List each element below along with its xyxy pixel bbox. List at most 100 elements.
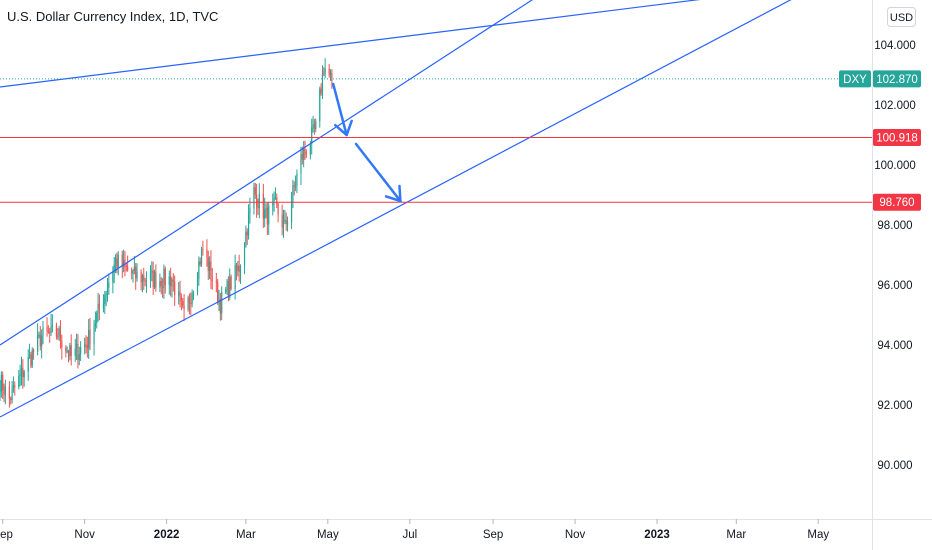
candle-body xyxy=(309,143,311,155)
candle-body xyxy=(132,270,134,274)
candle-body xyxy=(183,305,185,310)
candle-body xyxy=(254,187,256,195)
trendline-drawings[interactable] xyxy=(0,0,872,418)
candle xyxy=(315,118,317,133)
candle-body xyxy=(253,187,255,209)
y-tick-label: 94.000 xyxy=(877,340,912,352)
candle xyxy=(46,317,48,337)
candle-body xyxy=(65,347,67,352)
candle-body xyxy=(31,349,33,366)
candle-body xyxy=(301,154,303,160)
trendline-channel-upper[interactable] xyxy=(0,0,872,346)
candle-body xyxy=(273,197,275,202)
candle-body xyxy=(151,270,153,273)
candle xyxy=(238,254,240,282)
arrow-drawings[interactable] xyxy=(331,82,402,203)
candle-body xyxy=(32,349,35,352)
candle xyxy=(277,202,279,223)
candle xyxy=(22,359,24,389)
candle-body xyxy=(272,201,274,206)
candle xyxy=(249,197,251,224)
candle-body xyxy=(18,376,20,388)
y-tick-label: 92.000 xyxy=(877,400,912,412)
candle xyxy=(88,318,90,359)
candle xyxy=(67,349,70,363)
trendline-channel-lower[interactable] xyxy=(0,0,872,418)
trendline-top-line[interactable] xyxy=(0,0,872,88)
candle-body xyxy=(160,280,162,287)
candle xyxy=(14,381,16,396)
candle xyxy=(51,314,54,333)
candle xyxy=(311,118,313,155)
candle-body xyxy=(41,335,43,347)
candle-body xyxy=(125,265,127,267)
candle-body xyxy=(10,398,12,400)
candle xyxy=(97,292,99,322)
candle-body xyxy=(136,272,138,279)
symbol-tag: DXY xyxy=(839,70,871,88)
candle-body xyxy=(141,275,144,283)
candle-body xyxy=(191,293,193,304)
arrow-head xyxy=(334,123,348,137)
level-upper-tag: 100.918 xyxy=(873,128,921,146)
time-axis[interactable]: Sep Nov 2022 Mar May Jul Sep Nov 2023 Mar May xyxy=(0,519,829,541)
candle-body xyxy=(257,207,259,209)
horizontal-level-lines[interactable] xyxy=(0,136,872,203)
candle-body xyxy=(51,325,54,327)
y-tick-label: 102.000 xyxy=(874,100,916,112)
candle-body xyxy=(46,326,48,332)
candle-body xyxy=(303,148,305,160)
candle-body xyxy=(12,385,15,389)
candle-body xyxy=(328,68,330,75)
candle-body xyxy=(55,325,58,336)
candle xyxy=(237,260,239,277)
candle-body xyxy=(164,268,166,285)
candle-body xyxy=(276,197,278,205)
arrow-shaft xyxy=(354,142,402,203)
candle-body xyxy=(113,264,115,273)
candle xyxy=(183,294,185,321)
currency-button[interactable]: USD xyxy=(887,7,916,27)
candle-body xyxy=(296,173,298,186)
candle xyxy=(58,325,60,341)
candle-body xyxy=(114,258,117,265)
candle xyxy=(219,293,221,321)
candle xyxy=(168,270,170,295)
candle xyxy=(105,290,107,307)
candle xyxy=(4,379,6,405)
candle-body xyxy=(93,326,95,345)
arrow-2[interactable] xyxy=(354,142,402,203)
candle xyxy=(86,336,88,358)
arrow-1[interactable] xyxy=(331,82,353,137)
candle-body xyxy=(49,331,51,333)
candle-body xyxy=(80,346,82,355)
candle xyxy=(247,204,250,240)
candle xyxy=(84,337,86,355)
candle xyxy=(70,334,72,366)
candle xyxy=(312,115,314,133)
candle xyxy=(59,320,62,349)
candle-body xyxy=(97,303,99,313)
candle-body xyxy=(199,261,201,265)
x-tick-label: Sep xyxy=(0,529,13,541)
candle xyxy=(20,356,23,386)
candle-body xyxy=(69,345,71,357)
price-axis[interactable]: 90.000 92.000 94.000 96.000 98.000 100.000 102… xyxy=(874,40,916,472)
candle xyxy=(324,58,326,79)
candle-body xyxy=(58,328,60,337)
candle-body xyxy=(305,152,307,155)
candle-body xyxy=(37,334,39,352)
candle-body xyxy=(179,291,181,297)
arrow-head xyxy=(384,195,402,203)
candle-body xyxy=(70,345,72,356)
candle-body xyxy=(163,268,165,288)
candle-body xyxy=(331,72,333,81)
candle xyxy=(47,325,49,334)
candle-body xyxy=(268,205,270,225)
candle-body xyxy=(319,88,321,122)
candle xyxy=(243,242,246,275)
y-tick-label: 98.000 xyxy=(877,220,912,232)
candle-body xyxy=(57,335,59,337)
candle xyxy=(190,292,192,316)
